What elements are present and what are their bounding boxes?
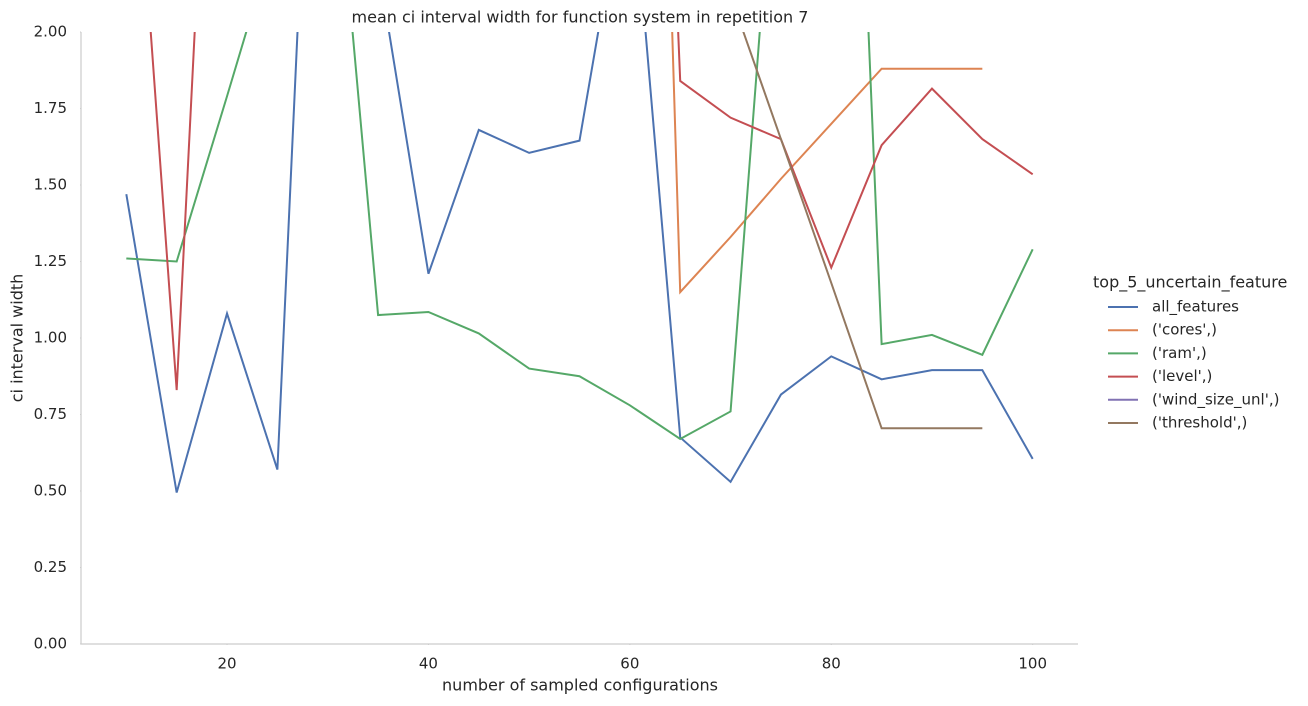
- y-tick-label: 1.75: [34, 99, 67, 117]
- series-line: [742, 32, 983, 430]
- series-line: [671, 32, 983, 295]
- chart-title: mean ci interval width for function syst…: [352, 8, 809, 27]
- y-tick-label: 1.25: [34, 252, 67, 270]
- x-tick-label: 100: [1018, 655, 1047, 673]
- y-tick-label: 0.75: [34, 405, 67, 423]
- legend-label: ('cores',): [1152, 321, 1217, 339]
- legend-label: ('threshold',): [1152, 414, 1247, 432]
- x-axis-label: number of sampled configurations: [442, 676, 718, 695]
- legend-title: top_5_uncertain_feature: [1093, 273, 1287, 293]
- x-tick-label: 60: [620, 655, 639, 673]
- y-axis-label: ci interval width: [8, 274, 27, 403]
- legend-label: ('wind_size_unl',): [1152, 390, 1279, 409]
- series-line: [149, 32, 1034, 391]
- y-tick-label: 1.00: [34, 329, 67, 347]
- series-line: [125, 32, 1034, 493]
- y-tick-label: 0.50: [34, 482, 67, 500]
- y-tick-label: 0.25: [34, 558, 67, 576]
- y-tick-label: 0.00: [34, 635, 67, 653]
- y-tick-label: 1.50: [34, 176, 67, 194]
- x-tick-label: 80: [822, 655, 841, 673]
- legend-label: all_features: [1152, 298, 1239, 317]
- x-tick-label: 20: [217, 655, 236, 673]
- series-line: [126, 32, 1034, 441]
- y-tick-label: 2.00: [34, 23, 67, 41]
- legend-label: ('level',): [1152, 367, 1212, 385]
- x-tick-label: 40: [419, 655, 438, 673]
- plot-area: [125, 32, 1034, 493]
- legend-label: ('ram',): [1152, 344, 1207, 362]
